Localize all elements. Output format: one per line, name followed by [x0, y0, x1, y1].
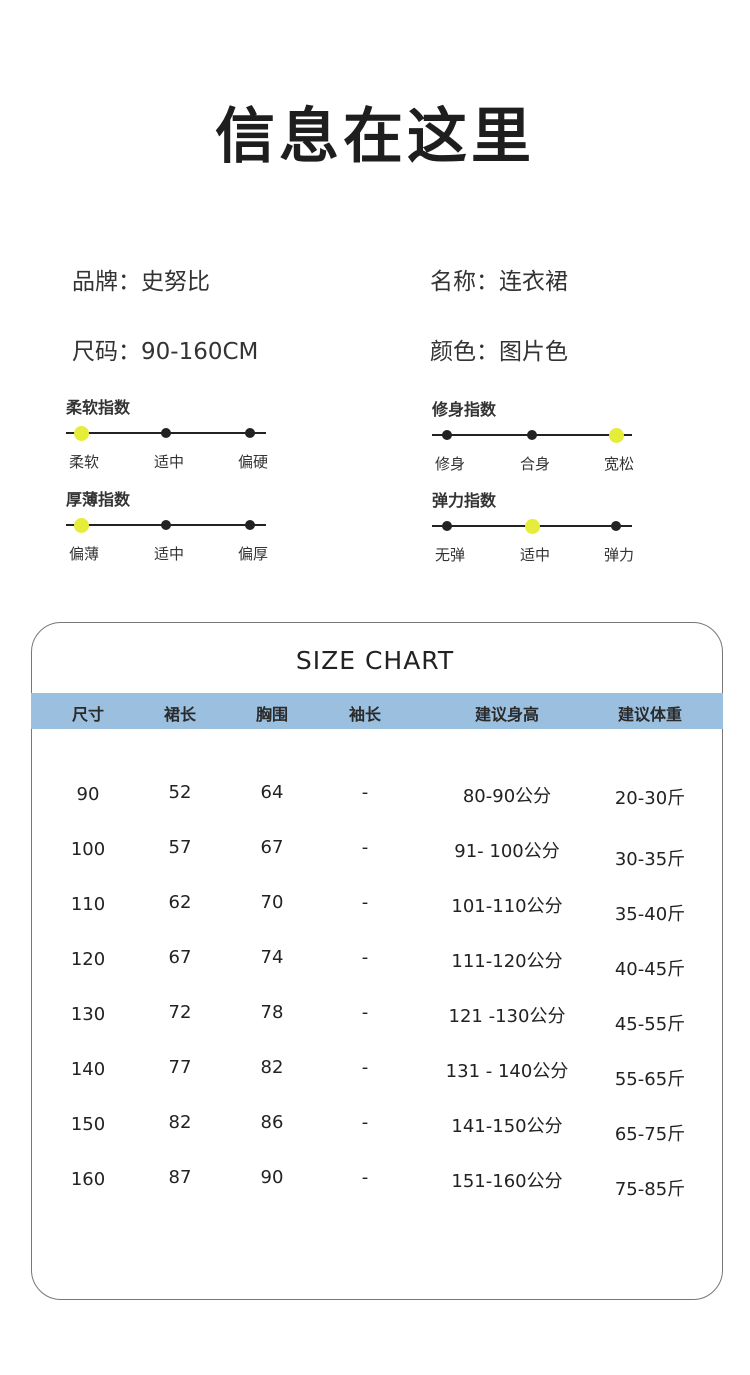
scale-dot — [245, 520, 255, 530]
selected-indicator-dot — [74, 426, 89, 441]
table-cell: 64 — [260, 782, 284, 803]
index-option-label: 偏硬 — [238, 453, 269, 471]
index-option-label: 适中 — [154, 545, 185, 563]
table-cell: 78 — [260, 1002, 284, 1023]
table-cell: 140 — [70, 1059, 106, 1080]
table-cell: 100 — [70, 839, 106, 860]
table-cell: 35-40斤 — [614, 904, 686, 925]
index-option-label: 适中 — [154, 453, 185, 471]
table-cell: 141-150公分 — [451, 1116, 563, 1137]
index-option-label: 合身 — [520, 455, 551, 473]
table-cell: 67 — [260, 837, 284, 858]
selected-indicator-dot — [74, 518, 89, 533]
table-cell: - — [361, 892, 369, 913]
table-cell: - — [361, 1002, 369, 1023]
table-cell: 101-110公分 — [451, 896, 563, 917]
index-label: 厚薄指数 — [66, 490, 131, 509]
column-header: 建议身高 — [474, 705, 540, 724]
size-info: 尺码：90-160CM — [72, 339, 259, 365]
table-cell: 131 - 140公分 — [445, 1061, 569, 1082]
index-option-label: 修身 — [435, 455, 466, 473]
table-cell: 30-35斤 — [614, 849, 686, 870]
table-cell: 150 — [70, 1114, 106, 1135]
index-label: 弹力指数 — [432, 491, 497, 510]
index-option-label: 柔软 — [69, 453, 100, 471]
table-cell: - — [361, 782, 369, 803]
scale-dot — [442, 430, 452, 440]
table-cell: - — [361, 1112, 369, 1133]
table-cell: 120 — [70, 949, 106, 970]
name-info: 名称：连衣裙 — [430, 269, 568, 295]
scale-dot — [161, 520, 171, 530]
size-chart-card — [31, 622, 723, 1300]
table-cell: - — [361, 947, 369, 968]
selected-indicator-dot — [525, 519, 540, 534]
table-cell: 75-85斤 — [614, 1179, 686, 1200]
scale-dot — [245, 428, 255, 438]
scale-dot — [161, 428, 171, 438]
table-cell: - — [361, 1057, 369, 1078]
table-cell: - — [361, 1167, 369, 1188]
table-cell: 77 — [168, 1057, 192, 1078]
index-option-label: 宽松 — [604, 455, 635, 473]
table-cell: 121 -130公分 — [448, 1006, 566, 1027]
table-cell: - — [361, 837, 369, 858]
brand-info: 品牌：史努比 — [72, 269, 210, 295]
table-cell: 91- 100公分 — [454, 841, 560, 862]
table-cell: 67 — [168, 947, 192, 968]
table-cell: 62 — [168, 892, 192, 913]
scale-dot — [611, 521, 621, 531]
table-cell: 80-90公分 — [462, 786, 552, 807]
scale-dot — [442, 521, 452, 531]
table-cell: 40-45斤 — [614, 959, 686, 980]
column-header: 尺寸 — [71, 705, 105, 724]
index-option-label: 偏厚 — [238, 545, 269, 563]
index-label: 柔软指数 — [66, 398, 131, 417]
table-cell: 160 — [70, 1169, 106, 1190]
table-cell: 74 — [260, 947, 284, 968]
selected-indicator-dot — [609, 428, 624, 443]
table-cell: 52 — [168, 782, 192, 803]
table-cell: 87 — [168, 1167, 192, 1188]
table-cell: 86 — [260, 1112, 284, 1133]
table-cell: 70 — [260, 892, 284, 913]
size-chart-header — [31, 693, 723, 729]
color-info: 颜色：图片色 — [430, 339, 568, 365]
column-header: 建议体重 — [617, 705, 683, 724]
table-cell: 111-120公分 — [451, 951, 563, 972]
table-cell: 110 — [70, 894, 106, 915]
page-title: 信息在这里 — [215, 102, 535, 172]
index-option-label: 弹力 — [604, 546, 635, 564]
column-header: 胸围 — [255, 705, 289, 724]
table-cell: 20-30斤 — [614, 788, 686, 809]
table-cell: 72 — [168, 1002, 192, 1023]
table-cell: 55-65斤 — [614, 1069, 686, 1090]
scale-dot — [527, 430, 537, 440]
index-option-label: 无弹 — [435, 546, 466, 564]
table-cell: 130 — [70, 1004, 106, 1025]
size-chart-title: SIZE CHART — [295, 646, 455, 675]
table-cell: 82 — [168, 1112, 192, 1133]
index-label: 修身指数 — [432, 400, 497, 419]
table-cell: 65-75斤 — [614, 1124, 686, 1145]
table-cell: 90 — [76, 784, 100, 805]
table-cell: 57 — [168, 837, 192, 858]
column-header: 裙长 — [163, 705, 197, 724]
index-option-label: 偏薄 — [69, 545, 100, 563]
table-cell: 90 — [260, 1167, 284, 1188]
index-option-label: 适中 — [520, 546, 551, 564]
table-cell: 45-55斤 — [614, 1014, 686, 1035]
table-cell: 151-160公分 — [451, 1171, 563, 1192]
table-cell: 82 — [260, 1057, 284, 1078]
column-header: 袖长 — [348, 705, 382, 724]
